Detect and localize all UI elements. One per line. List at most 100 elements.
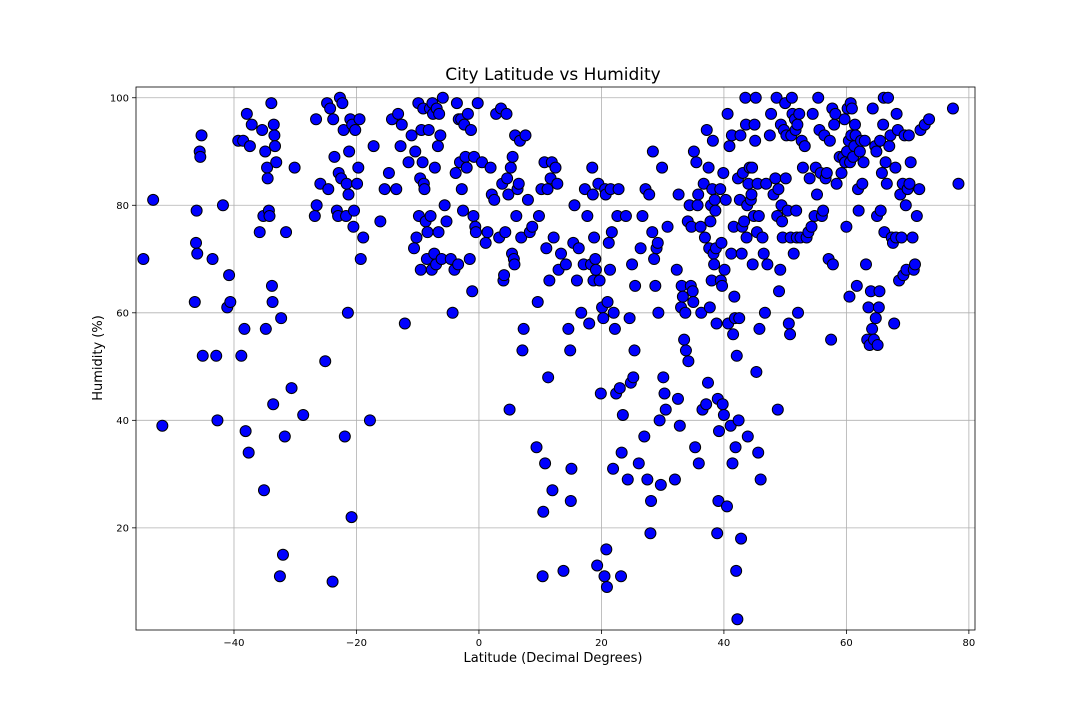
data-point — [913, 183, 926, 196]
data-point — [502, 188, 515, 201]
data-point — [656, 161, 669, 174]
data-point — [643, 188, 656, 201]
data-point — [476, 156, 489, 169]
data-point — [771, 403, 784, 416]
data-point — [196, 349, 209, 362]
data-point — [784, 328, 797, 341]
data-point — [530, 441, 543, 454]
data-point — [310, 113, 323, 126]
y-tick-label: 100 — [110, 93, 129, 104]
data-point — [874, 204, 887, 217]
data-point — [752, 446, 765, 459]
data-point — [616, 408, 629, 421]
data-point — [671, 392, 684, 405]
data-point — [594, 387, 607, 400]
data-point — [564, 344, 577, 357]
data-point — [536, 570, 549, 583]
data-point — [634, 242, 647, 255]
data-point — [740, 231, 753, 244]
data-point — [741, 430, 754, 443]
data-point — [803, 172, 816, 185]
data-point — [769, 172, 782, 185]
data-point — [503, 403, 516, 416]
data-point — [245, 118, 258, 131]
data-point — [257, 484, 270, 497]
data-point — [727, 328, 740, 341]
data-point — [390, 183, 403, 196]
data-point — [835, 167, 848, 180]
data-point — [923, 113, 936, 126]
data-point — [872, 301, 885, 314]
data-point — [418, 183, 431, 196]
data-point — [267, 398, 280, 411]
x-tick-label: 80 — [963, 638, 976, 649]
data-point — [542, 371, 555, 384]
data-point — [734, 129, 747, 142]
data-point — [843, 290, 856, 303]
data-point — [902, 129, 915, 142]
data-point — [190, 236, 203, 249]
data-point — [701, 376, 714, 389]
data-point — [436, 91, 449, 104]
data-point — [692, 457, 705, 470]
data-point — [848, 118, 861, 131]
data-point — [714, 183, 727, 196]
data-point — [191, 247, 204, 260]
data-point — [265, 97, 278, 110]
data-point — [463, 253, 476, 266]
data-point — [433, 107, 446, 120]
data-point — [398, 317, 411, 330]
data-point — [469, 226, 482, 239]
data-point — [621, 473, 634, 486]
data-point — [615, 570, 628, 583]
data-point — [597, 312, 610, 325]
data-point — [745, 188, 758, 201]
data-point — [875, 167, 888, 180]
data-point — [440, 215, 453, 228]
data-point — [499, 226, 512, 239]
x-axis-label: Latitude (Decimal Degrees) — [463, 651, 642, 666]
data-point — [273, 570, 286, 583]
data-point — [702, 161, 715, 174]
data-point — [310, 199, 323, 212]
data-point — [812, 91, 825, 104]
data-point — [555, 247, 568, 260]
data-point — [866, 102, 879, 115]
data-point — [581, 210, 594, 223]
data-point — [840, 220, 853, 233]
data-point — [297, 408, 310, 421]
data-point — [659, 403, 672, 416]
data-point — [695, 306, 708, 319]
data-point — [308, 210, 321, 223]
data-point — [888, 317, 901, 330]
data-point — [791, 118, 804, 131]
data-point — [761, 258, 774, 271]
data-point — [266, 296, 279, 309]
data-point — [275, 312, 288, 325]
data-point — [774, 263, 787, 276]
data-point — [414, 263, 427, 276]
data-point — [651, 236, 664, 249]
data-point — [416, 156, 429, 169]
data-point — [347, 220, 360, 233]
data-point — [687, 296, 700, 309]
data-point — [715, 236, 728, 249]
data-point — [830, 177, 843, 190]
data-point — [479, 236, 492, 249]
data-point — [352, 161, 365, 174]
data-point — [604, 263, 617, 276]
data-point — [147, 193, 160, 206]
data-point — [324, 102, 337, 115]
data-point — [338, 430, 351, 443]
data-point — [792, 306, 805, 319]
data-point — [353, 113, 366, 126]
data-point — [517, 322, 530, 335]
data-point — [712, 494, 725, 507]
data-point — [570, 274, 583, 287]
data-point — [512, 177, 525, 190]
data-point — [716, 279, 729, 292]
data-point — [549, 161, 562, 174]
data-point — [711, 527, 724, 540]
data-point — [856, 177, 869, 190]
data-point — [889, 161, 902, 174]
